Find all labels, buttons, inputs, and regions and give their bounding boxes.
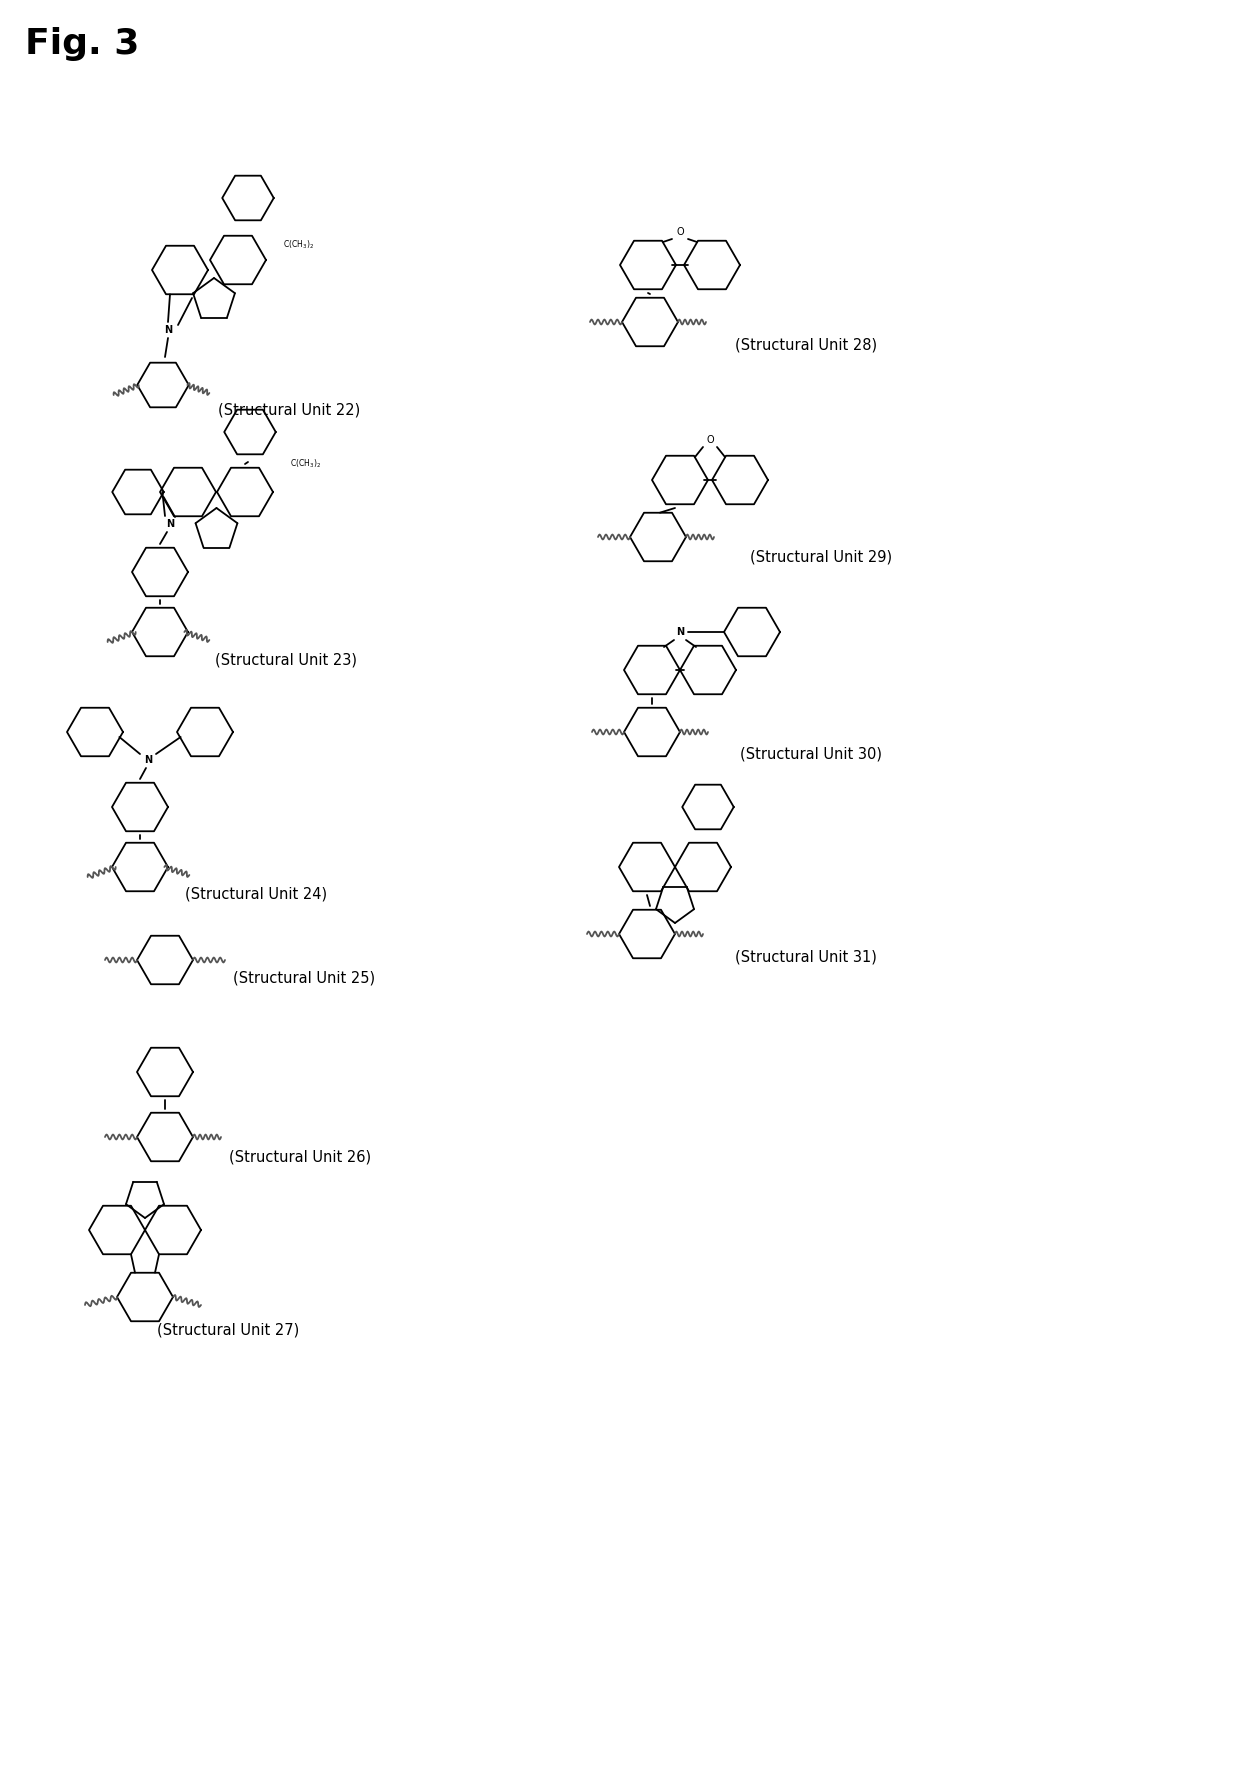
Text: (Structural Unit 30): (Structural Unit 30) [740,747,882,761]
Text: N: N [676,627,684,636]
Text: O: O [707,435,714,446]
Text: (Structural Unit 28): (Structural Unit 28) [735,337,877,353]
Text: (Structural Unit 26): (Structural Unit 26) [229,1149,371,1164]
Text: $\mathrm{C(CH_3)_2}$: $\mathrm{C(CH_3)_2}$ [283,239,314,251]
Text: (Structural Unit 25): (Structural Unit 25) [233,971,376,985]
Text: Fig. 3: Fig. 3 [25,27,139,61]
Text: (Structural Unit 27): (Structural Unit 27) [157,1322,299,1338]
Text: (Structural Unit 24): (Structural Unit 24) [185,886,327,902]
Text: N: N [164,324,172,335]
Text: (Structural Unit 22): (Structural Unit 22) [218,403,361,417]
Text: (Structural Unit 31): (Structural Unit 31) [735,950,877,964]
Text: (Structural Unit 29): (Structural Unit 29) [750,549,892,565]
Text: N: N [166,519,174,529]
Text: O: O [676,226,683,237]
Text: N: N [144,756,153,764]
Text: (Structural Unit 23): (Structural Unit 23) [215,652,357,668]
Text: $\mathrm{C(CH_3)_2}$: $\mathrm{C(CH_3)_2}$ [290,458,321,470]
